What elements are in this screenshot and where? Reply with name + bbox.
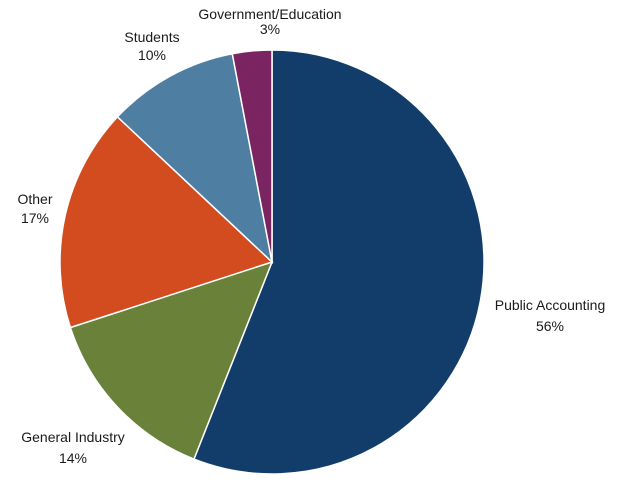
slice-label-government-education: Government/Education	[198, 6, 341, 22]
slice-name: Other	[17, 191, 52, 207]
slice-label-students: Students	[124, 29, 179, 45]
slice-value-students: 10%	[138, 47, 166, 63]
slice-value-public-accounting: 56%	[536, 318, 564, 334]
pie-slice-other	[59, 115, 274, 329]
slice-label-other: Other	[17, 191, 52, 207]
slice-name: Government/Education	[198, 6, 341, 22]
pie-slices	[59, 49, 485, 475]
slice-value: 14%	[59, 450, 87, 466]
slice-value: 56%	[536, 318, 564, 334]
slice-value: 17%	[21, 210, 49, 226]
slice-name: Public Accounting	[495, 297, 606, 313]
slice-value: 3%	[260, 21, 280, 37]
slice-label-public-accounting: Public Accounting	[495, 297, 606, 313]
pie-slice-students	[116, 52, 274, 265]
slice-value: 10%	[138, 47, 166, 63]
slice-value-other: 17%	[21, 210, 49, 226]
pie-slice-government-education	[231, 49, 273, 263]
slice-name: Students	[124, 29, 179, 45]
slice-value-general-industry: 14%	[59, 450, 87, 466]
slice-value-government-education: 3%	[260, 21, 280, 37]
slice-name: General Industry	[21, 429, 125, 445]
slice-label-general-industry: General Industry	[21, 429, 125, 445]
pie-slice-public-accounting	[192, 49, 485, 475]
